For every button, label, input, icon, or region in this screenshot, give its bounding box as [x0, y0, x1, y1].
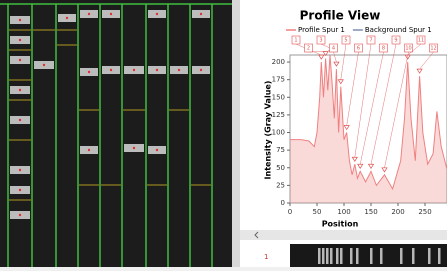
- scrollbar[interactable]: [240, 230, 447, 240]
- band-center: [133, 147, 135, 149]
- app: {"profile_view": { "title": "Profile Vie…: [0, 0, 447, 267]
- band-center: [19, 39, 21, 41]
- profile-title: Profile View: [300, 9, 381, 23]
- band-center: [200, 13, 202, 15]
- y-tick-label: 150: [272, 93, 285, 101]
- strip-band: [400, 248, 403, 264]
- peak-label: 6: [357, 46, 360, 52]
- strip-band: [318, 248, 321, 264]
- peak-label: 8: [382, 46, 385, 52]
- band-center: [133, 69, 135, 71]
- peak-label: 1: [294, 38, 297, 44]
- strip-band: [412, 248, 415, 264]
- peak-label: 7: [369, 38, 372, 44]
- band-center: [19, 59, 21, 61]
- band-center: [19, 89, 21, 91]
- y-tick-label: 25: [276, 181, 285, 189]
- peak-label: 4: [332, 46, 335, 52]
- y-tick-label: 175: [272, 76, 285, 84]
- band-center: [19, 19, 21, 21]
- strip-band: [356, 248, 359, 264]
- x-tick-label: 250: [418, 208, 431, 216]
- x-axis-label: Position: [322, 220, 359, 229]
- x-tick-label: 150: [364, 208, 377, 216]
- row-label: 1: [264, 253, 268, 261]
- strip-band: [330, 248, 333, 264]
- lane-strip: [290, 244, 447, 267]
- x-tick-label: 0: [288, 208, 292, 216]
- screen: Profile View Profile Spur 1 Background Sp…: [0, 0, 447, 267]
- band-center: [110, 13, 112, 15]
- strip-band: [322, 248, 325, 264]
- band-center: [156, 13, 158, 15]
- strip-band: [438, 248, 441, 264]
- band-center: [88, 149, 90, 151]
- y-tick-label: 0: [281, 199, 285, 207]
- strip-band: [336, 248, 339, 264]
- strip-band: [370, 248, 373, 264]
- band-center: [19, 189, 21, 191]
- legend-label: Profile Spur 1: [298, 26, 345, 34]
- band-center: [88, 71, 90, 73]
- band-center: [156, 69, 158, 71]
- band-center: [156, 149, 158, 151]
- strip-band: [350, 248, 353, 264]
- y-tick-label: 100: [272, 129, 285, 137]
- strip-band: [428, 248, 431, 264]
- y-tick-label: 75: [276, 146, 285, 154]
- peak-label: 3: [319, 38, 322, 44]
- y-tick-label: 125: [272, 111, 285, 119]
- x-tick-label: 200: [391, 208, 404, 216]
- gel-image: [0, 0, 232, 267]
- band-center: [200, 69, 202, 71]
- splitter[interactable]: [232, 0, 240, 267]
- band-center: [43, 64, 45, 66]
- peak-label: 5: [344, 38, 347, 44]
- strip-band: [380, 248, 383, 264]
- peak-label: 2: [307, 46, 310, 52]
- band-center: [110, 69, 112, 71]
- legend-label: Background Spur 1: [365, 26, 432, 34]
- band-center: [88, 13, 90, 15]
- y-tick-label: 200: [272, 58, 285, 66]
- peak-label: 10: [405, 46, 411, 52]
- band-center: [66, 17, 68, 19]
- strip-band: [326, 248, 329, 264]
- band-center: [19, 169, 21, 171]
- strip-band: [340, 248, 343, 264]
- y-axis-label: Intensity (Gray Value): [264, 81, 273, 180]
- peak-label: 11: [418, 38, 424, 44]
- y-tick-label: 50: [276, 164, 285, 172]
- x-tick-label: 100: [337, 208, 350, 216]
- band-center: [178, 69, 180, 71]
- peak-label: 9: [394, 38, 397, 44]
- band-center: [19, 214, 21, 216]
- band-center: [19, 119, 21, 121]
- peak-label: 12: [430, 46, 436, 52]
- x-tick-label: 50: [313, 208, 322, 216]
